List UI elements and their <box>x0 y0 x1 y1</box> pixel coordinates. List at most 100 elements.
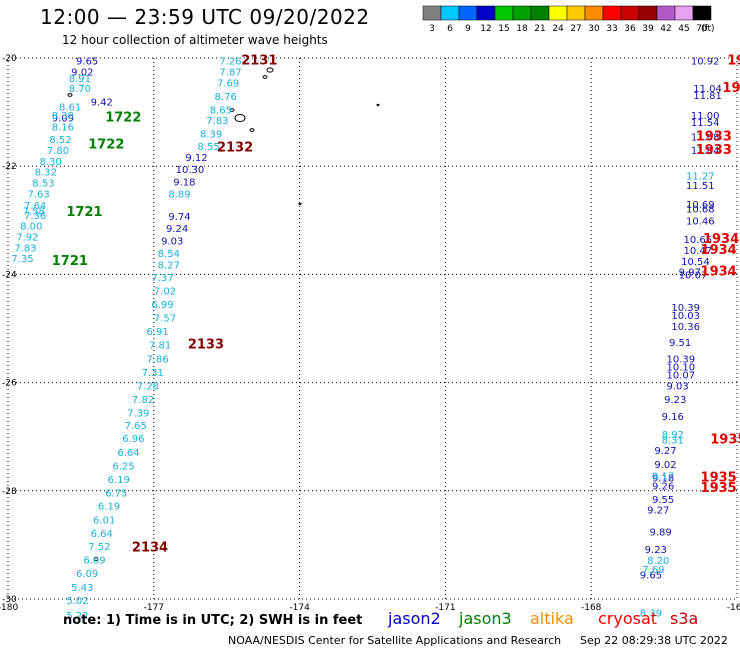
wave-height-label: 9.89 <box>650 527 672 538</box>
wave-height-label: 7.65 <box>125 421 147 432</box>
wave-height-label: 10.54 <box>681 257 710 268</box>
wave-height-label: 6.96 <box>122 434 144 445</box>
pass-time-label: 1933 <box>727 54 740 69</box>
colorbar-swatch <box>638 5 658 21</box>
pass-time-label: 2132 <box>217 140 253 155</box>
wave-height-label: 8.91 <box>69 74 91 85</box>
colorbar-swatch <box>548 5 568 21</box>
pass-time-label: 1722 <box>88 138 124 153</box>
wave-height-label: 8.27 <box>158 261 180 272</box>
lat-tick-label: -28 <box>2 487 17 497</box>
pass-time-label: 1935 <box>710 432 740 447</box>
pass-time-label: 1934 <box>701 243 737 258</box>
wave-height-label: 6.01 <box>93 515 115 526</box>
colorbar-swatch <box>602 5 622 21</box>
island-outline <box>93 557 99 561</box>
wave-height-label: 7.39 <box>127 408 149 419</box>
wave-height-label: 6.99 <box>151 300 173 311</box>
island-outline <box>67 93 73 97</box>
colorbar-tick-label: 21 <box>534 24 545 34</box>
wave-height-label: 9.26 <box>652 481 674 492</box>
wave-height-label: 8.70 <box>69 84 91 95</box>
colorbar-tick-label: 12 <box>480 24 491 34</box>
wave-height-label: 6.09 <box>76 569 98 580</box>
wave-height-label: 6.91 <box>147 327 169 338</box>
pass-time-label: 1722 <box>105 111 141 126</box>
pass-time-label: 1934 <box>703 232 739 247</box>
wave-height-label: 9.27 <box>654 446 676 457</box>
wave-height-label: 10.07 <box>667 370 696 381</box>
wave-height-label: 7.63 <box>27 189 49 200</box>
wave-height-label: 8.20 <box>647 556 669 567</box>
wave-height-label: 10.68 <box>686 204 715 215</box>
lat-tick-label: -20 <box>2 54 17 64</box>
wave-height-label: 9.65 <box>76 57 98 68</box>
wave-height-label: 5.02 <box>66 596 88 607</box>
colorbar-swatch <box>584 5 604 21</box>
wave-height-label: 9.27 <box>647 506 669 517</box>
wave-height-label: 7.80 <box>47 146 69 157</box>
colorbar-tick-label: 6 <box>447 24 453 34</box>
lon-tick-label: -177 <box>144 603 164 613</box>
lon-tick-label: -174 <box>289 603 310 613</box>
wave-height-label: 9.02 <box>654 460 676 471</box>
wave-height-label: 8.39 <box>200 130 222 141</box>
wave-height-label: 10.10 <box>667 362 696 373</box>
wave-height-label: 5.22 <box>66 611 88 622</box>
wave-height-label: 7.83 <box>14 243 36 254</box>
wave-height-label: 7.82 <box>132 395 154 406</box>
wave-height-label: 9.09 <box>52 114 74 125</box>
footer-credit: NOAA/NESDIS Center for Satellite Applica… <box>228 634 562 647</box>
wave-height-label: 9.18 <box>173 177 195 188</box>
wave-height-label: 7.26 <box>219 57 241 68</box>
colorbar-swatch <box>656 5 676 21</box>
wave-height-label: 8.92 <box>662 430 684 441</box>
pass-time-label: 2133 <box>188 338 224 353</box>
mission-legend-jason2: jason2 <box>388 609 441 628</box>
wave-height-label: 8.65 <box>210 105 232 116</box>
footer-timestamp: Sep 22 08:29:38 UTC 2022 <box>580 634 728 647</box>
wave-height-label: 9.18 <box>652 473 674 484</box>
wave-height-label: 9.74 <box>168 212 190 223</box>
colorbar-swatch <box>440 5 460 21</box>
wave-height-label: 8.30 <box>40 157 62 168</box>
wave-height-label: 9.03 <box>161 236 183 247</box>
pass-time-label: 1933 <box>722 81 740 96</box>
lat-tick-label: -22 <box>2 162 17 172</box>
wave-height-label: 11.51 <box>686 181 715 192</box>
wave-height-label: 11.00 <box>691 111 720 122</box>
wave-height-label: 6.19 <box>108 475 130 486</box>
wave-height-label: 8.54 <box>158 249 180 260</box>
wave-height-label: 9.17 <box>652 472 674 483</box>
wave-height-label: 5.43 <box>71 583 93 594</box>
wave-height-label: 7.37 <box>151 273 173 284</box>
wave-height-label: 9.03 <box>667 381 689 392</box>
wave-height-label: 7.92 <box>16 233 38 244</box>
colorbar-tick-label: 30 <box>588 24 600 34</box>
wave-height-label: 6.25 <box>112 461 134 472</box>
lat-tick-label: -30 <box>2 595 17 605</box>
colorbar-tick-label: 45 <box>678 24 689 34</box>
colorbar-swatch <box>530 5 550 21</box>
colorbar-tick-label: 9 <box>465 24 471 34</box>
wave-height-label: 6.19 <box>98 501 120 512</box>
colorbar-swatch <box>422 5 442 21</box>
pass-time-label: 2134 <box>132 541 168 556</box>
wave-height-label: 9.65 <box>640 571 662 582</box>
pass-time-label: 1934 <box>701 265 737 280</box>
wave-height-label: 10.65 <box>684 235 713 246</box>
colorbar-swatch <box>458 5 478 21</box>
colorbar-unit-label: (ft) <box>701 24 715 34</box>
wave-height-label: 9.55 <box>652 495 674 506</box>
wave-height-label: 8.76 <box>215 92 237 103</box>
wave-height-label: 6.64 <box>91 529 113 540</box>
wave-height-label: 11.54 <box>691 118 720 129</box>
colorbar-tick-label: 18 <box>516 24 528 34</box>
wave-height-label: 7.58 <box>23 207 45 218</box>
wave-height-label: 7.69 <box>642 565 664 576</box>
wave-height-label: 8.39 <box>52 111 74 122</box>
wave-height-label: 7.28 <box>137 381 159 392</box>
colorbar-swatch <box>692 5 712 21</box>
mission-legend-altika: altika <box>530 609 574 628</box>
